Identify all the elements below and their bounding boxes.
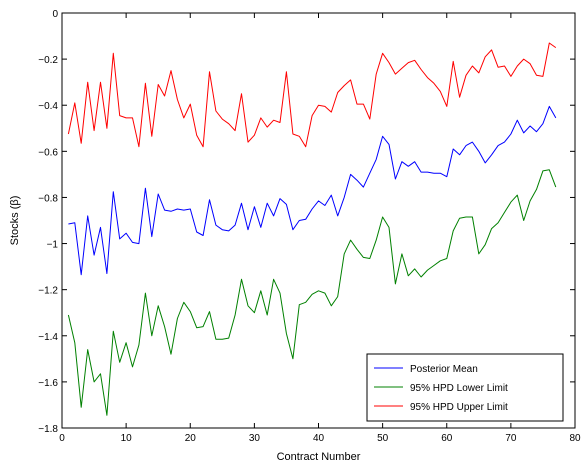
legend-label: Posterior Mean <box>410 364 478 375</box>
y-axis-label: Stocks (β) <box>9 196 21 246</box>
series-line-2 <box>67 42 557 148</box>
x-axis-label: Contract Number <box>277 451 361 463</box>
legend-label: 95% HPD Lower Limit <box>410 383 508 394</box>
y-tick-label: −0.2 <box>38 55 58 66</box>
x-tick-label: 30 <box>249 433 261 444</box>
x-tick-label: 50 <box>377 433 389 444</box>
x-tick-label: 70 <box>505 433 517 444</box>
y-tick-label: −0.4 <box>38 101 58 112</box>
x-tick-label: 40 <box>313 433 325 444</box>
series-line-1 <box>67 169 557 416</box>
y-tick-label: −0.8 <box>38 193 58 204</box>
legend: Posterior Mean 95% HPD Lower Limit 95% HPD… <box>366 353 564 422</box>
y-tick-label: −1.6 <box>38 378 58 389</box>
y-tick-label: −1 <box>47 240 59 251</box>
y-tick-label: −0.6 <box>38 147 58 158</box>
axis-ticks: 0 10 20 30 40 50 60 70 80 −1.8 −1.6 −1.4 −1.2 −1 −0.8 −… <box>38 9 581 444</box>
x-tick-label: 0 <box>59 433 65 444</box>
y-tick-label: −1.2 <box>38 286 58 297</box>
y-tick-label: 0 <box>52 9 58 20</box>
x-tick-label: 20 <box>185 433 197 444</box>
series-line-0 <box>68 105 557 276</box>
y-tick-label: −1.8 <box>38 424 58 435</box>
x-tick-label: 80 <box>569 433 581 444</box>
y-tick-label: −1.4 <box>38 332 58 343</box>
x-tick-label: 60 <box>441 433 453 444</box>
x-tick-label: 10 <box>121 433 133 444</box>
legend-label: 95% HPD Upper Limit <box>410 402 508 413</box>
series-lines <box>67 42 557 416</box>
